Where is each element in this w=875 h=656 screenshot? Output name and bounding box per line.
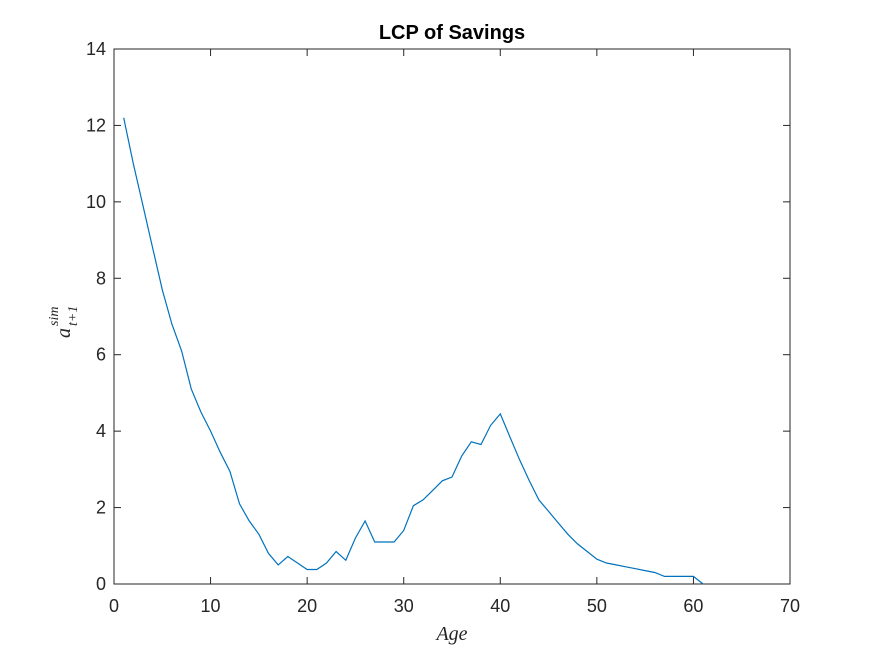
- y-tick-label: 2: [96, 498, 106, 518]
- y-axis: 0 2 4 6 8 10 12 14: [86, 39, 790, 594]
- x-tick-label: 20: [297, 596, 317, 616]
- y-tick-label: 8: [96, 268, 106, 288]
- x-tick-label: 40: [490, 596, 510, 616]
- y-tick-label: 4: [96, 421, 106, 441]
- x-tick-label: 30: [394, 596, 414, 616]
- y-tick-label: 0: [96, 574, 106, 594]
- chart-title: LCP of Savings: [379, 22, 525, 44]
- x-axis: 0 10 20 30 40 50 60 70: [109, 49, 800, 616]
- plot-area: [113, 48, 791, 585]
- x-tick-label: 10: [201, 596, 221, 616]
- y-axis-label-sub: t+1: [66, 306, 81, 326]
- x-tick-label: 60: [683, 596, 703, 616]
- y-axis-label-sup: sim: [47, 307, 62, 326]
- y-axis-label-base: a: [53, 328, 75, 338]
- x-tick-label: 50: [587, 596, 607, 616]
- y-tick-label: 12: [86, 115, 106, 135]
- y-axis-label: a sim t+1: [47, 306, 81, 338]
- series-line: [123, 117, 704, 585]
- x-axis-label: Age: [434, 623, 467, 645]
- y-tick-label: 14: [86, 39, 106, 59]
- y-tick-label: 10: [86, 192, 106, 212]
- y-tick-label: 6: [96, 345, 106, 365]
- x-tick-label: 70: [780, 596, 800, 616]
- x-tick-label: 0: [109, 596, 119, 616]
